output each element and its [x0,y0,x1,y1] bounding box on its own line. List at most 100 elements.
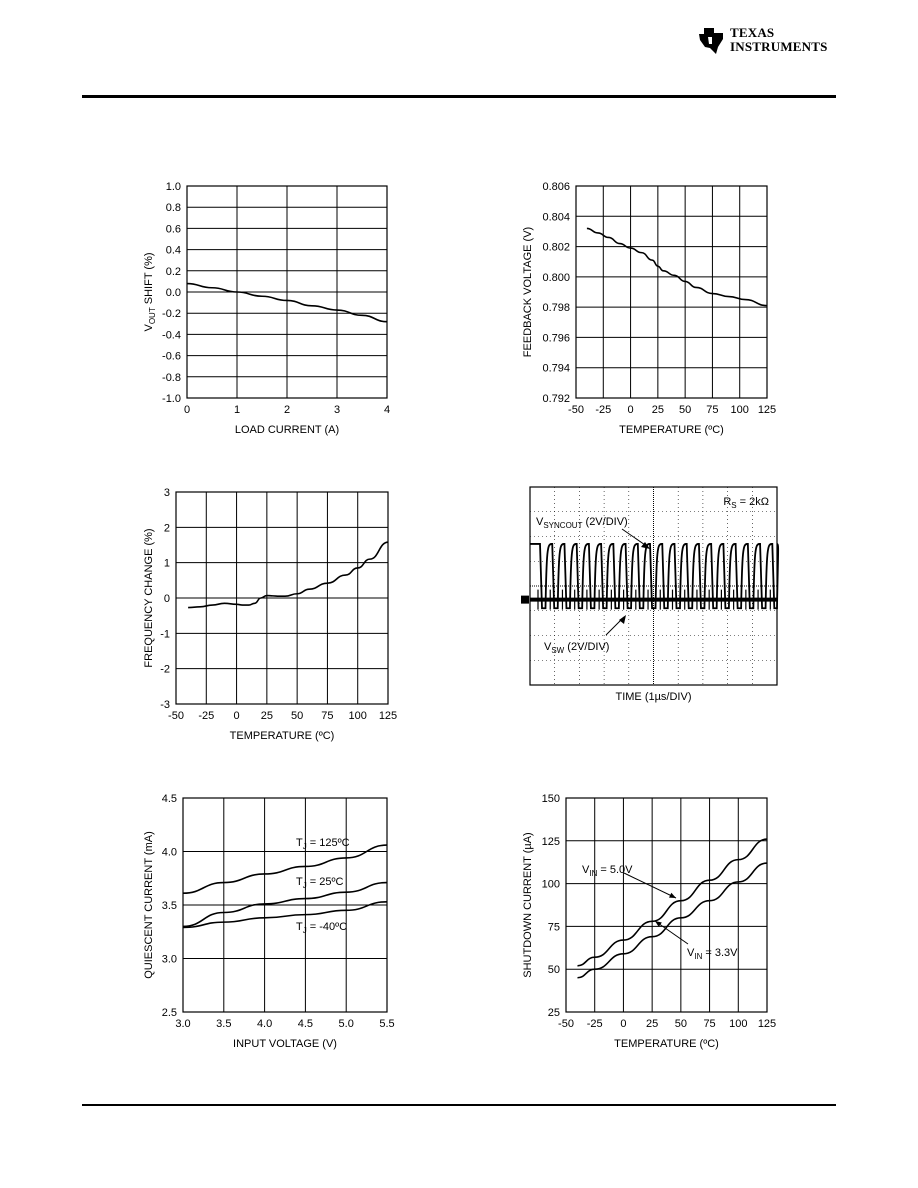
chart-shutdown-current: -50 -25 0 25 50 75 100 125 25 50 75 100 125 150 TEMPER… [522,793,776,1050]
y-tick-label: 0.792 [542,393,570,405]
series-label-2-main: T [296,921,303,933]
x-axis-label: LOAD CURRENT (A) [235,424,339,436]
annotation-arrow-line [654,920,689,945]
x-tick-label: 50 [675,1018,687,1030]
ti-logo: TEXAS INSTRUMENTS [696,22,846,64]
y-tick-label: 0.798 [542,302,570,314]
y-tick-label: 0.804 [542,211,570,223]
series-label-1-sub: IN [694,952,702,961]
y-tick-label: -2 [160,664,170,676]
x-tick-label: -25 [595,404,611,416]
y-tick-label: 0.4 [166,245,181,257]
x-tick-label: 0 [628,404,634,416]
series-label-2-sub: J [303,926,307,935]
y-tick-label: 4.0 [162,847,177,859]
y-tick-label: 25 [548,1007,560,1019]
annotation-arrow-line [623,872,677,899]
x-tick-label: 0 [234,710,240,722]
series-label-0: TJ = 125ºC [296,837,350,851]
plot-frame [565,797,768,1013]
y-tick-label: 3.5 [162,900,177,912]
y-tick-label: 4.5 [162,793,177,805]
y-tick-label: 0 [164,593,170,605]
y-axis-label: QUIESCENT CURRENT (mA) [143,831,155,979]
scope-label-rs-sub: S [731,501,736,510]
logo-line-1: TEXAS [730,25,775,40]
scope-label-syncout-sub: SYNCOUT [543,521,582,530]
series-line-1 [577,862,768,979]
x-tick-label: 75 [706,404,718,416]
y-tick-label: 2 [164,522,170,534]
x-axis-label: TIME (1µs/DIV) [615,691,691,703]
series-label-1-main: T [296,876,303,888]
x-tick-label: -50 [558,1018,574,1030]
plot-frame [175,491,389,705]
x-tick-label: 50 [679,404,691,416]
x-tick-label: 25 [646,1018,658,1030]
x-tick-label: 3.0 [175,1018,190,1030]
y-tick-label: 0.806 [542,181,570,193]
x-tick-label: 3 [334,404,340,416]
y-tick-label: -0.2 [162,308,181,320]
y-tick-label: -1.0 [162,393,181,405]
y-tick-label: 0.802 [542,242,570,254]
y-tick-label: 0.8 [166,202,181,214]
x-tick-label: 5.0 [339,1018,354,1030]
chart-frequency-change: -50 -25 0 25 50 75 100 125 -3 -2 -1 0 1 2 3 TEMPERATURE… [143,487,397,742]
y-tick-label: 100 [542,879,560,891]
y-tick-label: -1 [160,628,170,640]
y-tick-label: 3 [164,487,170,499]
x-tick-label: 4.0 [257,1018,272,1030]
scope-label-sw: VSW (2V/DIV) [544,641,609,655]
scope-arrowhead-sw [619,615,626,624]
ti-logo-wordmark: TEXAS INSTRUMENTS [730,26,828,54]
y-tick-label: 0.0 [166,287,181,299]
x-tick-label: 75 [703,1018,715,1030]
y-axis-label: FREQUENCY CHANGE (%) [143,528,155,667]
y-tick-label: -0.8 [162,372,181,384]
y-tick-label: 1 [164,558,170,570]
scope-label-syncout: VSYNCOUT (2V/DIV) [536,516,628,530]
series-line-0 [186,282,388,323]
scope-label-rs-main: R [723,496,731,508]
x-tick-label: 2 [284,404,290,416]
x-tick-label: 125 [758,1018,776,1030]
x-axis-label: TEMPERATURE (ºC) [230,730,335,742]
chart-vout-shift: 0 1 2 3 4 -1.0 -0.8 -0.6 -0.4 -0.2 0.0 0.2 0.4 0.6 0.8… [143,181,390,436]
series-line-2 [182,900,388,929]
header-rule [82,95,836,98]
x-tick-label: 75 [321,710,333,722]
x-tick-label: 5.5 [379,1018,394,1030]
y-axis-label: SHUTDOWN CURRENT (µA) [522,832,534,977]
y-axis-label-sub: OUT [148,307,157,324]
series-label-1: TJ = 25ºC [296,876,344,890]
series-label-2: TJ = -40ºC [296,921,347,935]
y-tick-label: 0.2 [166,266,181,278]
x-tick-label: 4.5 [298,1018,313,1030]
series-label-0-sub: J [303,842,307,851]
x-tick-label: 3.5 [216,1018,231,1030]
y-tick-label: -0.6 [162,351,181,363]
chart-feedback-voltage: -50 -25 0 25 50 75 100 125 0.792 0.794 0.796 0.798 0… [522,181,776,436]
x-tick-label: -50 [168,710,184,722]
y-tick-label: 1.0 [166,181,181,193]
annotation-arrow-head [655,921,662,927]
logo-line-2: INSTRUMENTS [730,39,828,54]
series-label-0-main: V [582,864,590,876]
x-tick-label: -25 [587,1018,603,1030]
annotation-arrow-head [669,892,676,898]
x-tick-label: -50 [568,404,584,416]
y-tick-label: 0.800 [542,272,570,284]
y-tick-label: 150 [542,793,560,805]
series-line-1 [182,881,388,928]
scope-label-sw-sub: SW [551,646,564,655]
y-tick-label: 0.796 [542,332,570,344]
footer-rule [82,1104,836,1106]
scope-label-syncout-rest: (2V/DIV) [582,516,627,528]
series-line-0 [182,844,388,895]
scope-arrowhead-syncout [641,542,650,549]
y-axis-label: VOUT SHIFT (%) [143,252,157,331]
scope-label-sw-main: V [544,641,552,653]
